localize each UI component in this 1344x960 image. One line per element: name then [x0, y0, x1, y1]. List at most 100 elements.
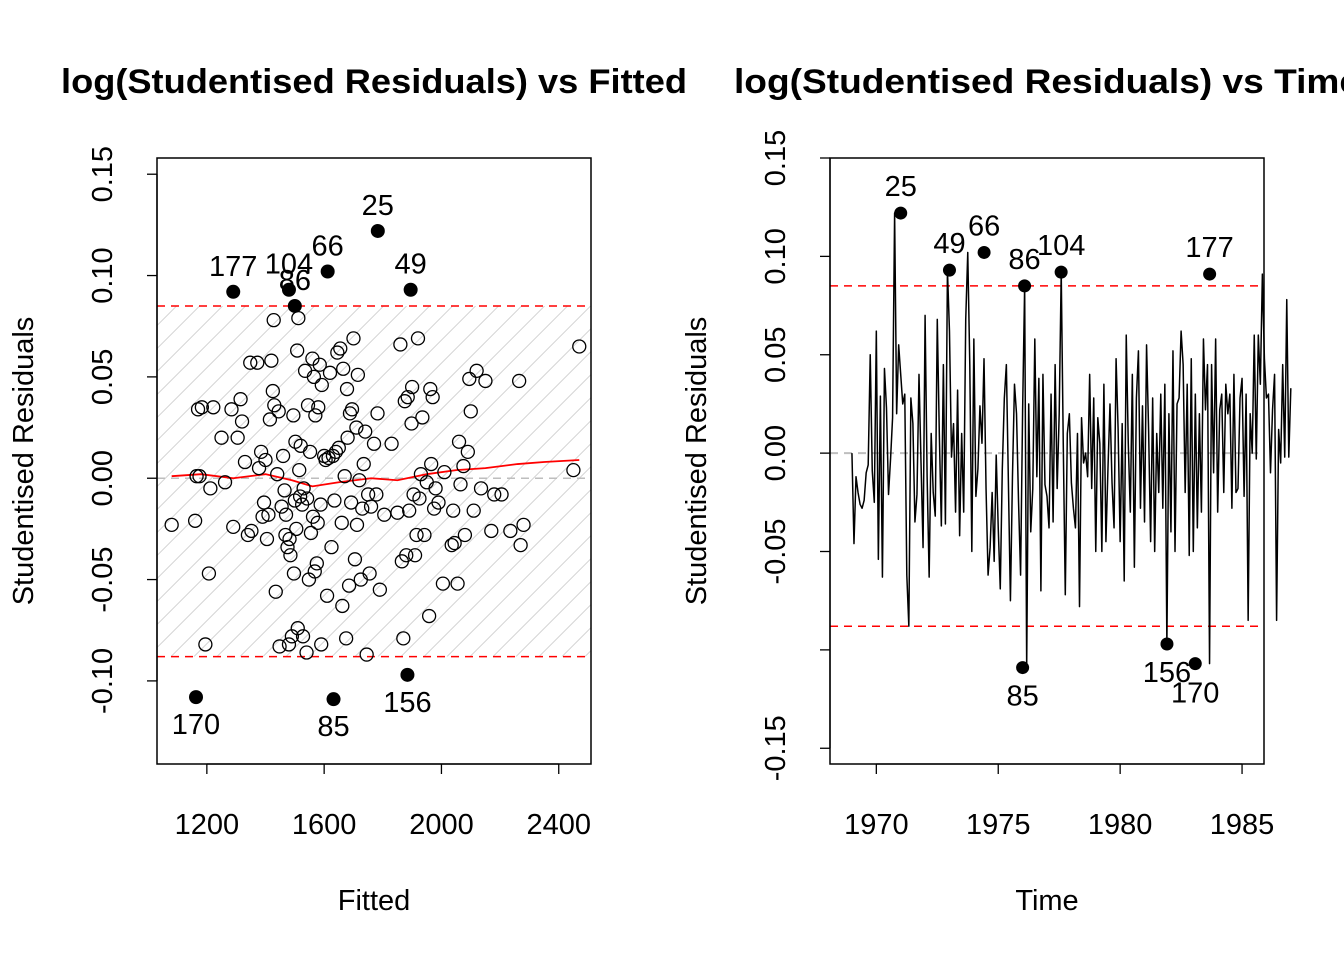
- data-point: [338, 631, 354, 646]
- data-point: [369, 487, 384, 502]
- x-tick-label: 2000: [409, 809, 474, 841]
- data-point: [428, 481, 443, 496]
- panel1-y-axis: -0.10 -0.05 0.00 0.05 0.10 0.15: [87, 146, 158, 714]
- data-point: [353, 572, 368, 587]
- hatch-line: [331, 396, 591, 657]
- data-point: [407, 548, 423, 563]
- data-point: [415, 410, 430, 425]
- hatch-line: [377, 442, 591, 657]
- data-point: [410, 331, 426, 346]
- highlighted-point: [189, 690, 204, 705]
- data-point: [313, 497, 328, 512]
- x-tick-label: 2400: [526, 809, 591, 841]
- data-point: [289, 521, 304, 537]
- data-point: [340, 430, 355, 445]
- highlighted-point: [281, 282, 296, 297]
- reference-lines: [157, 305, 591, 658]
- x-tick-label: 1600: [292, 809, 357, 841]
- panel1-title: log(Studentised Residuals) vs Fitted: [61, 63, 687, 101]
- highlighted-point-label: 86: [279, 265, 311, 297]
- data-point: [280, 539, 295, 555]
- data-point: [330, 345, 345, 360]
- data-point: [271, 404, 286, 419]
- data-point: [572, 339, 587, 354]
- panel2-y-label: Studentised Residuals: [681, 317, 713, 606]
- data-point: [230, 430, 245, 445]
- data-point: [217, 475, 233, 490]
- data-point: [478, 373, 493, 389]
- data-point: [336, 361, 351, 376]
- fitted-panel: log(Studentised Residuals) vs Fitted 25 6…: [8, 63, 687, 917]
- data-point: [206, 400, 221, 415]
- data-point: [503, 523, 518, 539]
- data-point: [302, 444, 318, 460]
- data-point: [451, 434, 467, 449]
- data-point: [456, 458, 471, 474]
- data-point: [258, 452, 273, 468]
- data-point: [255, 509, 270, 524]
- data-point: [189, 469, 204, 484]
- highlighted-point-label: 66: [312, 230, 344, 262]
- data-point: [272, 639, 287, 654]
- data-point: [192, 469, 207, 484]
- data-point: [421, 608, 437, 624]
- y-tick-label: 0.00: [87, 450, 119, 506]
- highlighted-point-label: 49: [933, 228, 965, 260]
- highlighted-point: [977, 245, 991, 259]
- highlighted-point: [1188, 657, 1202, 671]
- data-point: [314, 377, 329, 393]
- data-point: [253, 444, 269, 460]
- hatch-line: [515, 580, 591, 657]
- data-point: [358, 424, 373, 439]
- data-point: [327, 493, 342, 508]
- data-point: [399, 548, 414, 563]
- hatch-line: [469, 534, 591, 657]
- data-point: [296, 481, 311, 496]
- highlighted-point-label: 25: [362, 190, 394, 222]
- hatch-line: [423, 488, 591, 657]
- y-tick-label: -0.10: [87, 648, 119, 714]
- y-tick-label: -0.05: [87, 547, 119, 613]
- data-point: [297, 363, 313, 378]
- data-point: [334, 515, 349, 530]
- hatch-line: [157, 305, 223, 373]
- data-point: [462, 371, 477, 387]
- data-point: [322, 365, 338, 380]
- data-point: [295, 629, 311, 644]
- highlighted-point: [320, 264, 335, 279]
- highlighted-point: [370, 223, 385, 238]
- x-tick-label: 1980: [1088, 809, 1153, 841]
- residual-series-line: [851, 212, 1292, 669]
- data-point: [339, 381, 355, 397]
- data-point: [251, 460, 267, 476]
- highlighted-point: [894, 206, 908, 220]
- data-point: [425, 390, 440, 405]
- y-tick-label: 0.00: [760, 425, 792, 481]
- data-point: [513, 537, 528, 553]
- reference-lines: [830, 285, 1264, 628]
- hatch-line: [400, 465, 591, 657]
- data-point: [444, 537, 459, 553]
- x-tick-label: 1200: [175, 809, 240, 841]
- data-point: [390, 505, 405, 520]
- data-point: [198, 637, 213, 652]
- data-point: [300, 398, 316, 413]
- data-point: [356, 456, 371, 472]
- y-tick-label: 0.05: [87, 349, 119, 405]
- highlighted-point: [400, 667, 415, 682]
- data-point: [308, 408, 323, 423]
- hatch-line: [193, 305, 545, 657]
- highlighted-point: [1203, 267, 1217, 281]
- data-point: [453, 477, 468, 492]
- data-point: [290, 343, 305, 358]
- data-point: [201, 566, 217, 581]
- data-point: [307, 564, 322, 579]
- y-tick-label: 0.10: [760, 228, 792, 284]
- hatch-line: [308, 373, 591, 657]
- data-point: [262, 412, 278, 427]
- data-point: [240, 527, 256, 543]
- y-tick-label: -0.15: [760, 715, 792, 781]
- data-point: [237, 454, 253, 470]
- data-point: [344, 402, 360, 417]
- hatch-line: [239, 305, 591, 657]
